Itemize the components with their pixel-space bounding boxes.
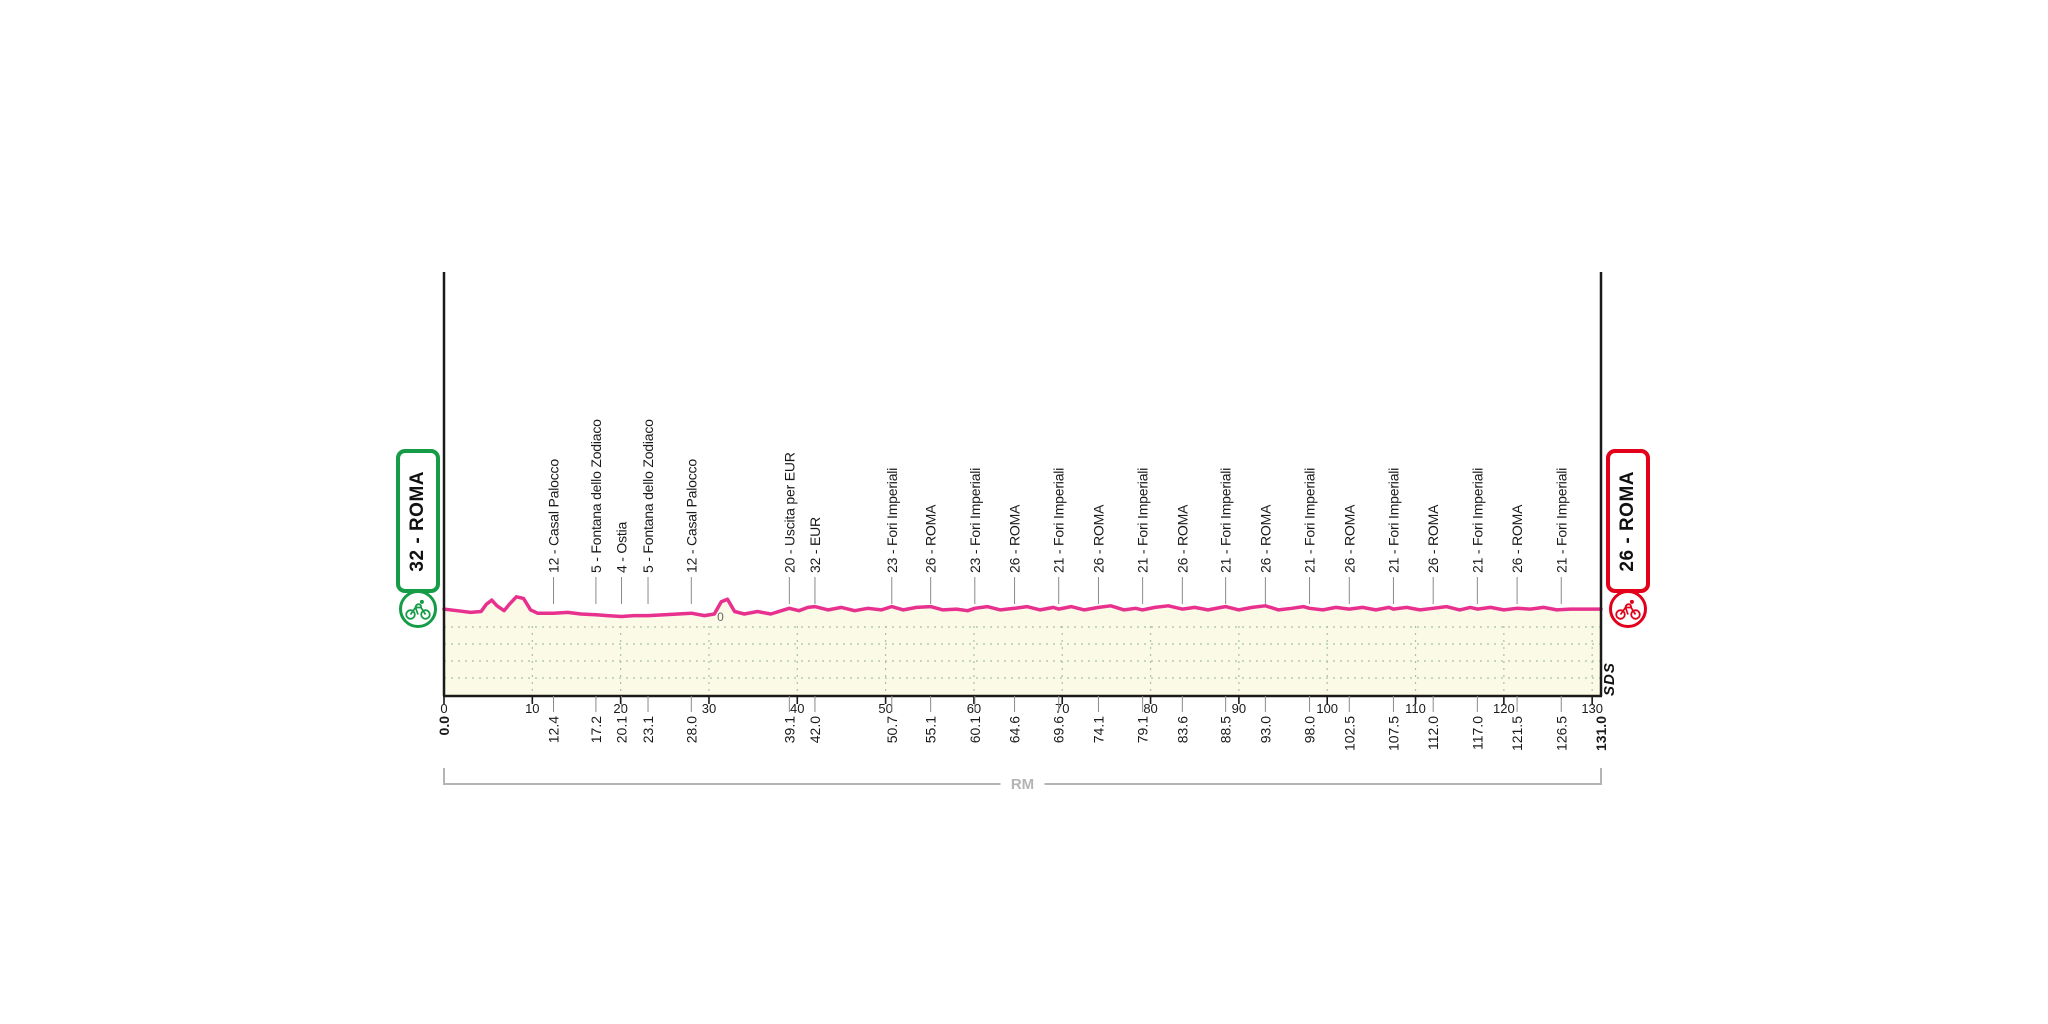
distance-label: 0.0: [436, 716, 452, 736]
km-tick-label: 70: [1055, 701, 1069, 716]
distance-label: 107.5: [1385, 716, 1401, 751]
waypoint-name: 21 - Fori Imperiali: [1469, 468, 1485, 573]
sds-watermark: SDS: [1601, 662, 1618, 696]
distance-label: 112.0: [1425, 716, 1441, 750]
waypoint-name: 21 - Fori Imperiali: [1385, 468, 1401, 573]
province-label: RM: [1011, 776, 1034, 793]
finish-rider-badge: [1609, 590, 1647, 628]
km-tick-label: 60: [967, 701, 981, 716]
waypoint-name: 26 - ROMA: [1007, 504, 1023, 573]
km-ticks: 0 10 20 30 40 50 60 70 80 90 100 110 120 130: [440, 696, 1603, 716]
waypoint-name: 26 - ROMA: [1257, 504, 1273, 573]
km-tick-label: 90: [1232, 701, 1246, 716]
km-tick-label: 130: [1581, 701, 1603, 716]
waypoint-name: 5 - Fontana dello Zodiaco: [588, 419, 604, 573]
cyclist-icon: [405, 599, 431, 620]
distance-label: 28.0: [683, 716, 699, 743]
km-tick-label: 40: [790, 701, 804, 716]
distance-label: 131.0: [1593, 716, 1609, 751]
waypoint-name: 26 - ROMA: [1509, 504, 1525, 573]
waypoint-name: 26 - ROMA: [1341, 504, 1357, 573]
km-tick-label: 10: [525, 701, 539, 716]
distance-label: 20.1: [614, 716, 630, 743]
km-tick-label: 120: [1493, 701, 1515, 716]
start-flag: 32 - ROMA: [396, 449, 440, 593]
waypoint-name: 21 - Fori Imperiali: [1135, 468, 1151, 573]
waypoint-name: 20 - Uscita per EUR: [781, 452, 797, 573]
km-tick-label: 100: [1316, 701, 1338, 716]
distance-label: 79.1: [1135, 716, 1151, 743]
km-tick-label: 0: [440, 701, 447, 716]
waypoint-name: 21 - Fori Imperiali: [1218, 468, 1234, 573]
waypoint-name: 26 - ROMA: [1090, 504, 1106, 573]
distance-label: 88.5: [1218, 716, 1234, 743]
waypoint-name: 26 - ROMA: [1425, 504, 1441, 573]
km-tick-label: 20: [613, 701, 627, 716]
waypoint-name: 5 - Fontana dello Zodiaco: [640, 419, 656, 573]
km-tick-label: 110: [1405, 701, 1426, 716]
distance-label: 17.2: [588, 716, 604, 743]
distance-labels: 0.0 12.4 17.2 20.1 23.1 28.0 39.1 42.0 50.7 55.1 6…: [436, 696, 1609, 751]
cyclist-icon: [1615, 599, 1641, 620]
elevation-value: 0: [717, 610, 724, 624]
km-tick-label: 30: [702, 701, 716, 716]
terrain-fill: [444, 596, 1601, 696]
distance-label: 117.0: [1469, 716, 1485, 750]
waypoint-name: 32 - EUR: [807, 517, 823, 573]
elevation-annotation: 0: [717, 610, 724, 624]
waypoint-name: 26 - ROMA: [1174, 504, 1190, 573]
distance-label: 23.1: [640, 716, 656, 743]
waypoint-name: 26 - ROMA: [923, 504, 939, 573]
distance-label: 60.1: [967, 716, 983, 743]
start-rider-badge: [399, 590, 437, 628]
distance-label: 121.5: [1509, 716, 1525, 751]
waypoint-name: 21 - Fori Imperiali: [1553, 468, 1569, 573]
waypoint-name: 4 - Ostia: [614, 521, 630, 573]
distance-label: 83.6: [1174, 716, 1190, 743]
waypoint-name: 23 - Fori Imperiali: [967, 468, 983, 573]
distance-label: 93.0: [1257, 716, 1273, 743]
distance-label: 39.1: [781, 716, 797, 743]
distance-label: 69.6: [1051, 716, 1067, 743]
distance-label: 55.1: [923, 716, 939, 743]
waypoint-name: 12 - Casal Palocco: [546, 459, 562, 573]
profile-line: [442, 595, 1603, 619]
waypoint-name: 21 - Fori Imperiali: [1302, 468, 1318, 573]
province-bracket: RM: [443, 768, 1602, 793]
km-tick-label: 80: [1143, 701, 1157, 716]
distance-label: 102.5: [1341, 716, 1357, 751]
distance-label: 12.4: [546, 716, 562, 743]
distance-label: 98.0: [1302, 716, 1318, 743]
distance-label: 50.7: [884, 716, 900, 743]
waypoint-name: 23 - Fori Imperiali: [884, 468, 900, 573]
distance-label: 64.6: [1007, 716, 1023, 743]
km-tick-label: 50: [878, 701, 892, 716]
distance-label: 42.0: [807, 716, 823, 743]
finish-flag-label: 26 - ROMA: [1617, 470, 1638, 572]
finish-flag: 26 - ROMA: [1606, 449, 1650, 593]
waypoint-name: 12 - Casal Palocco: [683, 459, 699, 573]
distance-label: 126.5: [1553, 716, 1569, 751]
start-flag-label: 32 - ROMA: [407, 470, 428, 572]
waypoint-labels: 12 - Casal Palocco 5 - Fontana dello Zodi…: [546, 419, 1569, 604]
grid-lines: [444, 626, 1601, 695]
distance-label: 74.1: [1090, 716, 1106, 743]
axis-frame: [442, 272, 1603, 698]
waypoint-name: 21 - Fori Imperiali: [1051, 468, 1067, 573]
